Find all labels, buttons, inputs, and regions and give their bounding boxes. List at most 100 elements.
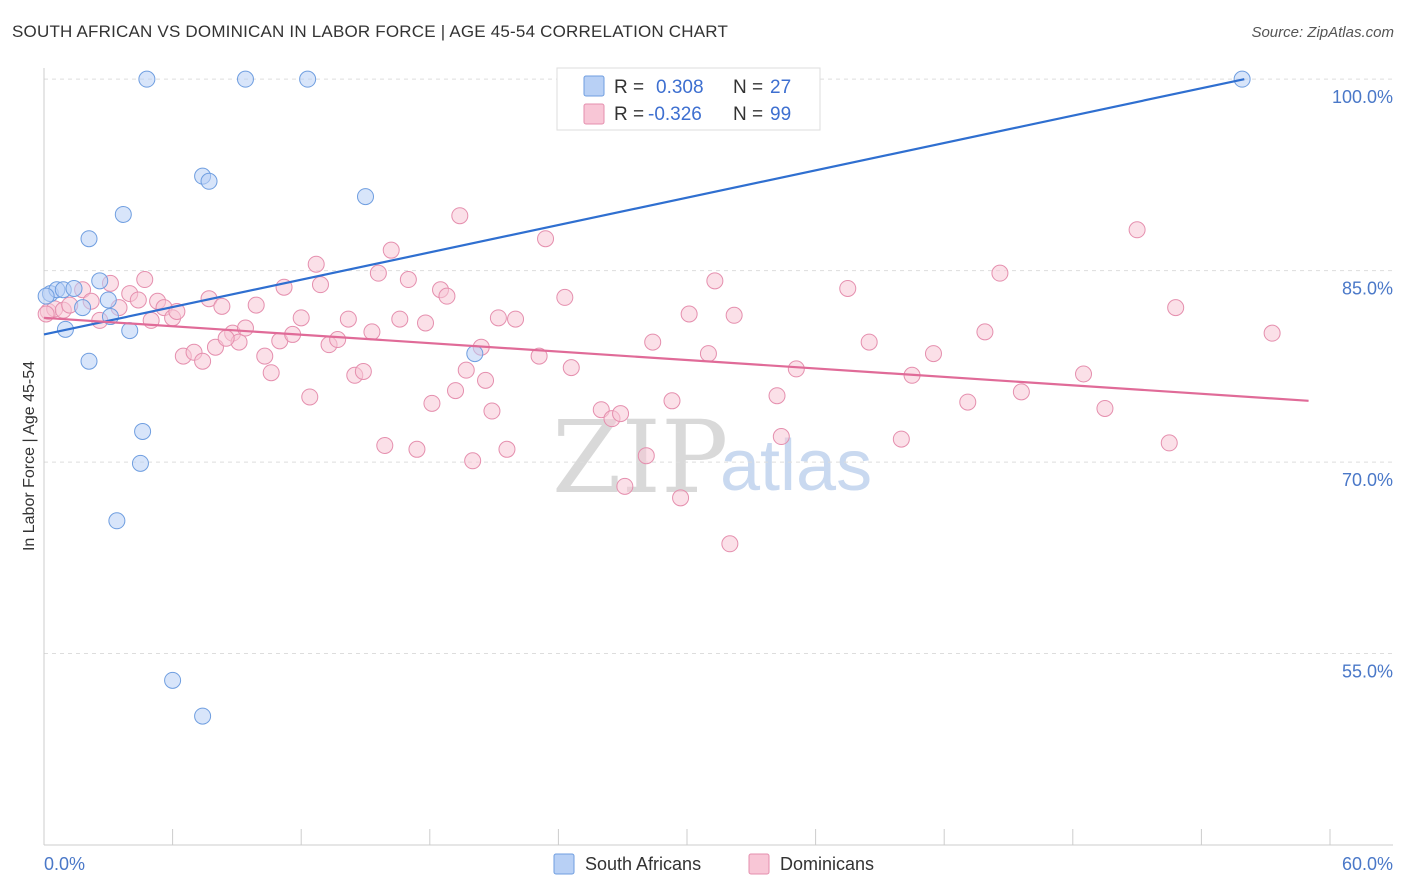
y-axis-label: In Labor Force | Age 45-54 <box>21 361 38 551</box>
dominican-point <box>451 207 469 225</box>
dominican-point <box>537 230 555 248</box>
south-african-point <box>74 299 92 317</box>
dominican-point <box>236 319 254 337</box>
dominican-point <box>354 362 372 380</box>
legend-r-value-1: 0.308 <box>656 77 704 98</box>
legend-n-value-1: 27 <box>770 77 791 98</box>
dominican-point <box>213 297 231 315</box>
dominican-point <box>706 272 724 290</box>
y-tick-labels: 100.0% 85.0% 70.0% 55.0% <box>1332 87 1393 681</box>
south-africans-trend-line <box>43 78 1245 336</box>
y-tick-label: 100.0% <box>1332 87 1393 107</box>
dominican-point <box>699 345 717 363</box>
dominican-point <box>136 271 154 289</box>
dominican-point <box>860 333 878 351</box>
watermark-atlas: atlas <box>720 426 872 506</box>
dominican-point <box>483 402 501 420</box>
dominican-point <box>892 430 910 448</box>
dominican-point <box>408 440 426 458</box>
south-african-point <box>299 70 317 88</box>
y-tick-label: 70.0% <box>1342 470 1393 490</box>
dominican-point <box>1263 324 1281 342</box>
dominican-point <box>423 394 441 412</box>
dominican-point <box>376 436 394 454</box>
dominican-point <box>721 535 739 553</box>
dominican-point <box>663 392 681 410</box>
dominican-point <box>616 477 634 495</box>
legend-r-value-2: -0.326 <box>648 104 702 125</box>
south-african-point <box>138 70 156 88</box>
dominican-point <box>991 264 1009 282</box>
dominican-point <box>637 447 655 465</box>
south-african-point <box>236 70 254 88</box>
dominican-point <box>1167 299 1185 317</box>
axes <box>43 68 1393 846</box>
south-africans-points <box>37 70 1251 725</box>
dominican-point <box>391 310 409 328</box>
dominican-point <box>562 359 580 377</box>
dominican-point <box>438 287 456 305</box>
dominican-point <box>311 276 329 294</box>
dominican-point <box>464 452 482 470</box>
dominican-point <box>644 333 662 351</box>
dominican-point <box>256 347 274 365</box>
dominican-point <box>839 279 857 297</box>
south-african-point <box>131 454 149 472</box>
dominican-point <box>680 305 698 323</box>
dominican-point <box>787 360 805 378</box>
south-african-point <box>108 512 126 530</box>
gridlines <box>44 78 1393 655</box>
series-legend: South Africans Dominicans <box>553 853 874 875</box>
dominican-point <box>924 345 942 363</box>
south-african-point <box>91 272 109 290</box>
legend-r-label-1: R = <box>614 77 644 98</box>
legend-n-label-1: N = <box>733 77 763 98</box>
series-legend-south-africans: South Africans <box>585 854 701 874</box>
dominican-point <box>959 393 977 411</box>
south-african-point <box>134 422 152 440</box>
dominican-point <box>489 309 507 327</box>
south-african-point <box>164 671 182 689</box>
south-african-point <box>466 345 484 363</box>
source-label: Source: ZipAtlas.com <box>1251 24 1394 41</box>
dominican-point <box>217 329 235 347</box>
dominican-point <box>247 296 265 314</box>
dominican-point <box>369 264 387 282</box>
dominican-point <box>292 309 310 327</box>
dominican-point <box>129 291 147 309</box>
dominican-point <box>447 382 465 400</box>
south-african-point <box>194 707 212 725</box>
legend-n-label-2: N = <box>733 104 763 125</box>
correlation-legend: R = 0.308 N = 27 R = -0.326 N = 99 <box>556 67 821 131</box>
x-tick-label-max: 60.0% <box>1342 854 1393 874</box>
legend-swatch-blue <box>583 75 605 97</box>
dominican-point <box>262 364 280 382</box>
legend-r-label-2: R = <box>614 104 644 125</box>
dominican-point <box>507 310 525 328</box>
dominican-point <box>301 388 319 406</box>
series-legend-dominicans: Dominicans <box>780 854 874 874</box>
dominican-point <box>556 288 574 306</box>
south-african-point <box>357 188 374 206</box>
south-african-point <box>37 287 55 305</box>
dominican-point <box>399 271 417 289</box>
dominicans-trend-line <box>43 316 1309 402</box>
series-legend-swatch-pink <box>748 853 770 875</box>
series-legend-swatch-blue <box>553 853 575 875</box>
dominican-point <box>477 371 495 389</box>
dominican-point <box>457 361 475 379</box>
dominican-point <box>1096 399 1114 417</box>
dominican-point <box>725 306 743 324</box>
south-african-point <box>114 205 132 223</box>
legend-n-value-2: 99 <box>770 104 791 125</box>
dominican-point <box>1128 221 1146 239</box>
dominican-point <box>382 241 400 259</box>
dominicans-points <box>37 207 1281 553</box>
y-tick-label: 85.0% <box>1342 279 1393 299</box>
dominican-point <box>612 405 630 423</box>
dominican-point <box>417 314 435 332</box>
south-african-point <box>99 291 117 309</box>
dominican-point <box>37 305 55 323</box>
south-african-point <box>80 230 98 248</box>
south-african-point <box>121 322 139 340</box>
